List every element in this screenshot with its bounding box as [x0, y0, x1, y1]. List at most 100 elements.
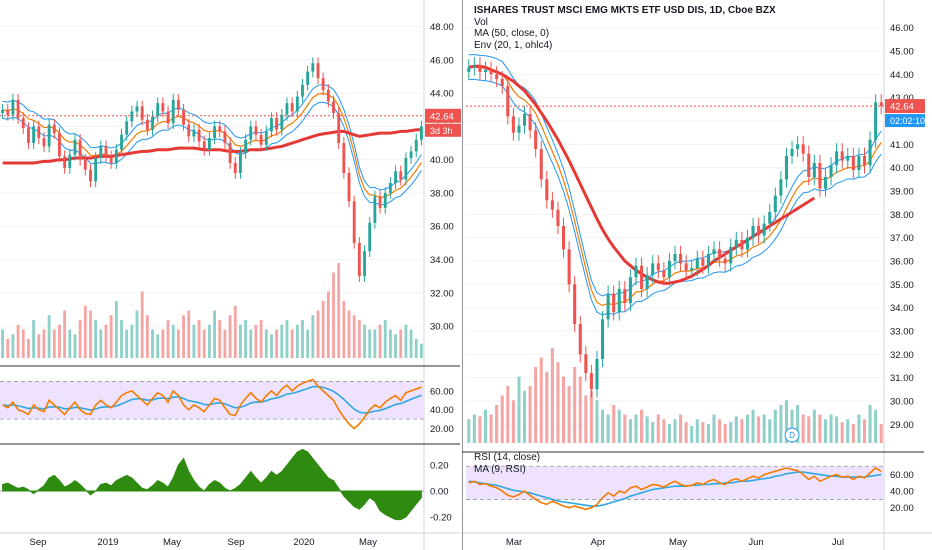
volume-bar	[27, 339, 30, 358]
price-tick-label: 44.00	[890, 70, 914, 81]
volume-bar	[762, 414, 766, 443]
right-chart[interactable]: 46.0045.0044.0043.0042.0041.0040.0039.00…	[462, 0, 932, 550]
candle-body	[478, 65, 482, 72]
candle-body	[6, 109, 10, 115]
volume-bar	[73, 334, 77, 358]
candle-body	[125, 121, 129, 135]
candle-body	[751, 226, 755, 238]
volume-bar	[790, 409, 794, 443]
volume-bar	[135, 310, 139, 358]
candle-body	[383, 192, 387, 208]
price-tick-label: 43.00	[890, 93, 914, 104]
price-tick-label: 32.00	[890, 350, 914, 361]
candle-body	[623, 289, 627, 303]
price-tick-label: 38.00	[890, 210, 914, 221]
candle-body	[612, 293, 616, 313]
candle-body	[166, 111, 170, 124]
volume-bar	[829, 414, 833, 443]
candle-body	[223, 131, 227, 144]
candle-body	[695, 258, 699, 268]
candle-body	[68, 154, 72, 169]
candle-body	[500, 79, 504, 86]
candle-body	[264, 131, 268, 145]
time-tick-label: Jul	[832, 537, 844, 548]
candle-body	[337, 113, 341, 144]
right-legend: ISHARES TRUST MSCI EMG MKTS ETF USD DIS,…	[474, 5, 776, 51]
price-tick-label: 41.00	[890, 140, 914, 151]
volume-bar	[578, 376, 582, 443]
volume-bar	[140, 291, 144, 358]
volume-bar	[500, 395, 504, 443]
price-tick-label: 40.00	[890, 163, 914, 174]
price-tick-label: 33.00	[890, 327, 914, 338]
rsi-legend: RSI (14, close) MA (9, RSI)	[474, 452, 540, 475]
candle-body	[295, 96, 299, 112]
candle-body	[790, 149, 794, 156]
candle-body	[835, 151, 839, 166]
left-chart[interactable]: 48.0046.0044.0042.0040.0038.0036.0034.00…	[0, 0, 462, 550]
volume-bar	[161, 329, 165, 358]
volume-bar	[197, 320, 201, 358]
volume-bar	[89, 310, 92, 358]
volume-bar	[846, 419, 850, 443]
legend-rsi: RSI (14, close)	[474, 452, 541, 463]
candle-body	[550, 200, 554, 210]
volume-bar	[52, 329, 56, 358]
candle-body	[197, 129, 201, 142]
rsi-tick-label: 60.00	[430, 386, 454, 397]
volume-bar	[166, 320, 170, 358]
candle-body	[874, 102, 878, 140]
time-tick-label: Apr	[591, 537, 606, 548]
candle-body	[511, 116, 515, 133]
volume-bar	[695, 419, 699, 443]
candle-body	[16, 99, 20, 119]
volume-bar	[47, 315, 51, 358]
candle-body	[207, 138, 211, 150]
volume-bar	[104, 324, 108, 358]
candle-body	[409, 151, 413, 159]
volume-bar	[539, 357, 543, 443]
candle-body	[399, 171, 403, 180]
candle-body	[275, 118, 279, 130]
candle-body	[63, 156, 67, 169]
candle-body	[651, 263, 655, 275]
candle-body	[306, 71, 310, 85]
volume-bar	[58, 324, 61, 358]
volume-bar	[347, 310, 351, 358]
volume-bar	[223, 329, 227, 358]
candle-body	[667, 261, 671, 278]
volume-bar	[506, 386, 510, 443]
volume-bar	[94, 320, 98, 358]
candle-body	[545, 179, 549, 201]
candle-body	[135, 106, 139, 112]
time-tick-label: Sep	[30, 537, 47, 548]
volume-bar	[868, 405, 872, 443]
volume-bar	[679, 414, 683, 443]
volume-bar	[388, 329, 392, 358]
volume-bar	[656, 414, 660, 443]
candle-body	[528, 114, 532, 131]
volume-bar	[651, 422, 655, 443]
volume-bar	[606, 414, 610, 443]
candle-body	[584, 354, 588, 373]
volume-bar	[879, 424, 883, 443]
candle-body	[104, 146, 108, 157]
volume-bar	[612, 405, 616, 443]
volume-bar	[352, 315, 356, 358]
legend-ma: MA (50, close, 0)	[474, 28, 550, 39]
candle-body	[58, 133, 61, 157]
volume-bar	[37, 334, 41, 358]
price-tick-label: 36.00	[430, 222, 454, 233]
candle-body	[140, 106, 144, 120]
candle-body	[868, 139, 872, 166]
candle-body	[83, 159, 87, 170]
time-tick-label: 2019	[97, 537, 118, 548]
candle-body	[796, 144, 800, 149]
candle-body	[879, 102, 883, 107]
volume-bar	[857, 414, 861, 443]
volume-bar	[467, 419, 471, 443]
candle-body	[233, 163, 237, 174]
candle-body	[818, 163, 822, 189]
volume-bar	[63, 310, 67, 358]
